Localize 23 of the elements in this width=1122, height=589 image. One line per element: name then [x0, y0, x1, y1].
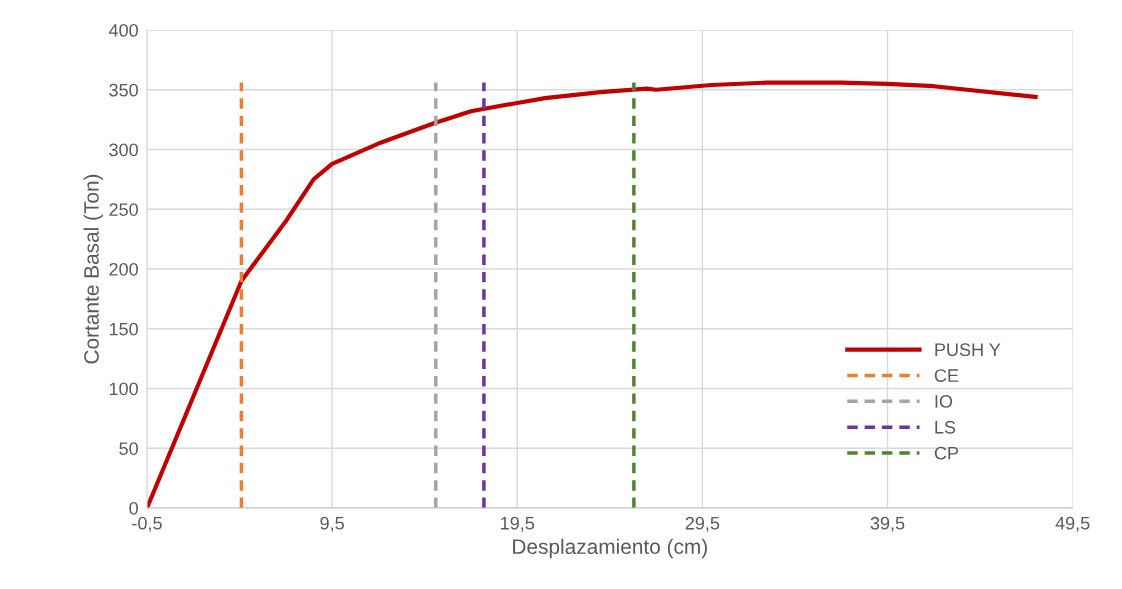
x-tick-label: 29,5 [685, 516, 720, 532]
y-tick-label: 300 [109, 143, 138, 157]
x-tick-label: 49,5 [1055, 516, 1090, 532]
line-series [146, 80, 1038, 509]
legend-label: IO [935, 395, 953, 408]
y-tick-label: 50 [119, 442, 138, 455]
legend-label: CP [934, 446, 959, 460]
y-tick-label: 150 [109, 322, 138, 336]
y-tick-label: 100 [109, 382, 138, 396]
y-tick-label: 200 [109, 262, 138, 276]
legend-label: LS [935, 420, 956, 434]
x-tick-label: 9,5 [320, 516, 344, 532]
y-tick-label: 350 [109, 83, 138, 97]
x-tick-label: 19,5 [501, 516, 535, 532]
y-tick-label: 400 [108, 23, 138, 37]
legend-label: PUSH Y [935, 343, 1001, 357]
x-axis-title: Desplazamiento (cm) [513, 538, 707, 559]
x-tick-label: 39,5 [870, 516, 905, 532]
x-tick-label: -0,5 [132, 516, 162, 532]
legend-label: CE [934, 369, 959, 382]
y-tick-label: 250 [109, 203, 138, 216]
y-axis-title: Cortante Basal (Ton) [83, 174, 103, 364]
y-tick-label: 0 [129, 501, 138, 515]
